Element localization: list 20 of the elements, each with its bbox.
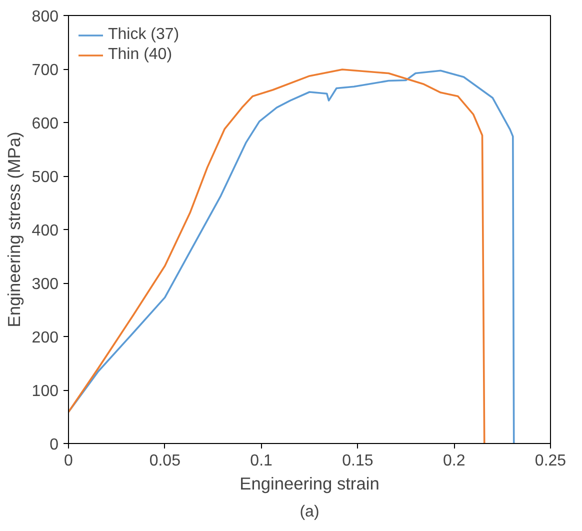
x-tick-label: 0.25 xyxy=(534,452,566,470)
y-tick-label: 100 xyxy=(32,383,59,400)
y-tick-label: 600 xyxy=(32,116,59,132)
text: (a) xyxy=(300,504,320,520)
legend-label: Thin (40) xyxy=(108,46,172,64)
y-tick-label: 500 xyxy=(32,169,59,186)
legend-label: Thick (37) xyxy=(108,26,180,44)
y-axis-title: Engineering stress (MPa) xyxy=(4,132,24,328)
x-axis-title: Engineering strain xyxy=(240,474,380,494)
x-tick-label: 0.2 xyxy=(442,452,466,470)
y-tick-label: 300 xyxy=(32,276,59,293)
y-tick-label: 700 xyxy=(32,62,59,79)
y-tick-label: 400 xyxy=(32,222,59,240)
y-tick-label: 0 xyxy=(50,436,59,454)
x-tick-label: 0.15 xyxy=(342,452,374,470)
x-tick-label: 0 xyxy=(64,452,74,470)
x-tick-label: 0.05 xyxy=(149,452,181,470)
y-tick-label: 800 xyxy=(32,8,59,26)
x-tick-label: 0.1 xyxy=(250,452,273,470)
y-tick-label: 200 xyxy=(32,330,59,346)
